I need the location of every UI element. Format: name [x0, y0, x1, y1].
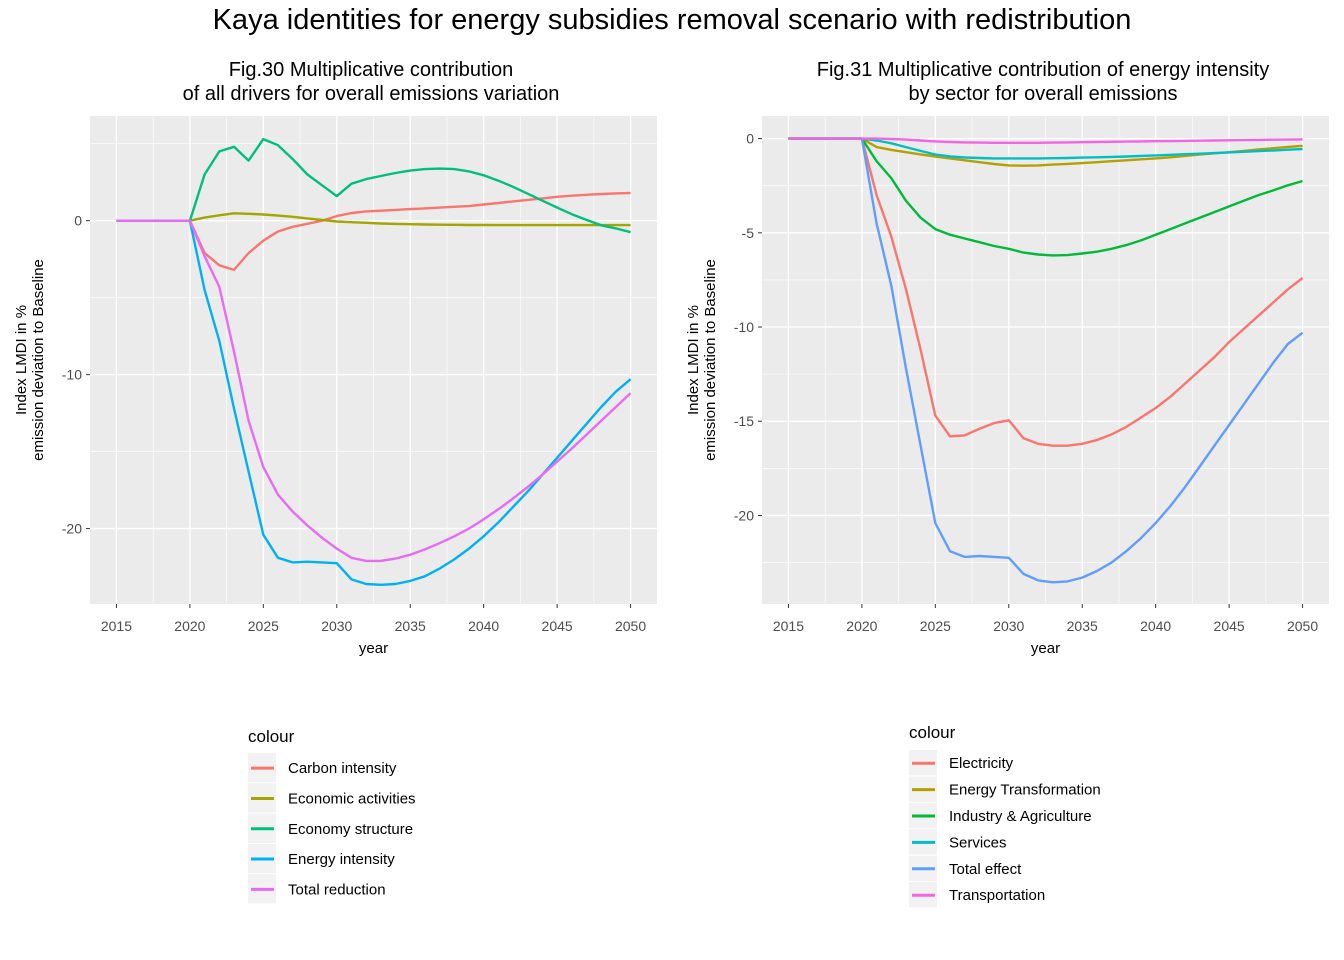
- series-line-industry-agriculture: [788, 137, 1303, 257]
- x-tick-label: 2030: [993, 618, 1024, 634]
- series-line-services: [788, 137, 1303, 160]
- legend-title: colour: [909, 723, 956, 742]
- y-tick-label: -20: [734, 507, 754, 523]
- chart-fig31: Fig.31 Multiplicative contribution of en…: [685, 59, 1329, 911]
- x-axis-title: year: [359, 640, 388, 657]
- x-tick-label: 2045: [542, 618, 573, 634]
- y-axis-title: Index LMDI in %: [685, 305, 702, 415]
- chart-group: Fig.31 Multiplicative contribution of en…: [685, 59, 1329, 911]
- series-line-total-effect: [788, 137, 1304, 584]
- y-axis-title: emission deviation to Baseline: [702, 259, 719, 461]
- y-tick-label: -5: [742, 225, 755, 241]
- x-tick-label: 2020: [174, 618, 205, 634]
- legend-label-carbon-intensity: Carbon intensity: [288, 760, 397, 777]
- legend-label-energy-intensity: Energy intensity: [288, 851, 395, 868]
- legend-label-total-effect: Total effect: [949, 861, 1022, 878]
- main-title: Kaya identities for energy subsidies rem…: [212, 4, 1132, 36]
- y-tick-label: -10: [734, 319, 754, 335]
- x-tick-label: 2035: [1067, 618, 1098, 634]
- legend-label-services: Services: [949, 834, 1007, 851]
- x-tick-label: 2025: [248, 618, 279, 634]
- legend-label-energy-transformation: Energy Transformation: [949, 782, 1101, 799]
- x-tick-label: 2050: [615, 618, 646, 634]
- x-tick-label: 2025: [920, 618, 951, 634]
- series-line-transportation: [788, 137, 1303, 145]
- x-tick-label: 2020: [846, 618, 877, 634]
- x-tick-label: 2035: [395, 618, 426, 634]
- x-tick-label: 2045: [1214, 618, 1245, 634]
- panel-title: by sector for overall emissions: [909, 83, 1178, 105]
- y-axis-title: emission deviation to Baseline: [30, 259, 47, 461]
- x-tick-label: 2050: [1287, 618, 1318, 634]
- legend-title: colour: [248, 727, 295, 746]
- series-line-economic-activities: [116, 212, 631, 227]
- y-tick-label: -10: [62, 367, 82, 383]
- series-line-electricity: [788, 137, 1304, 447]
- y-tick-label: 0: [746, 131, 754, 147]
- x-axis-title: year: [1031, 640, 1060, 657]
- y-tick-label: -20: [62, 521, 82, 537]
- legend-box: [909, 748, 1114, 911]
- legend-label-economy-structure: Economy structure: [288, 821, 413, 838]
- legend-label-electricity: Electricity: [949, 755, 1014, 772]
- series-line-total-reduction: [116, 219, 632, 563]
- legend-box: [248, 751, 418, 907]
- series-line-economy-structure: [116, 137, 631, 234]
- panel-title: Fig.30 Multiplicative contribution: [229, 59, 514, 81]
- y-tick-label: 0: [74, 213, 82, 229]
- x-tick-label: 2015: [773, 618, 804, 634]
- x-tick-label: 2040: [1140, 618, 1171, 634]
- legend-label-transportation: Transportation: [949, 887, 1045, 904]
- x-tick-label: 2030: [321, 618, 352, 634]
- legend-label-economic-activities: Economic activities: [288, 790, 416, 807]
- y-tick-label: -15: [734, 413, 754, 429]
- legend-label-total-reduction: Total reduction: [288, 881, 386, 898]
- x-tick-label: 2015: [101, 618, 132, 634]
- x-tick-label: 2040: [468, 618, 499, 634]
- legend-label-industry-agriculture: Industry & Agriculture: [949, 808, 1092, 825]
- y-axis-title: Index LMDI in %: [13, 305, 30, 415]
- panel-title: Fig.31 Multiplicative contribution of en…: [817, 59, 1269, 81]
- panel-title: of all drivers for overall emissions var…: [183, 83, 560, 105]
